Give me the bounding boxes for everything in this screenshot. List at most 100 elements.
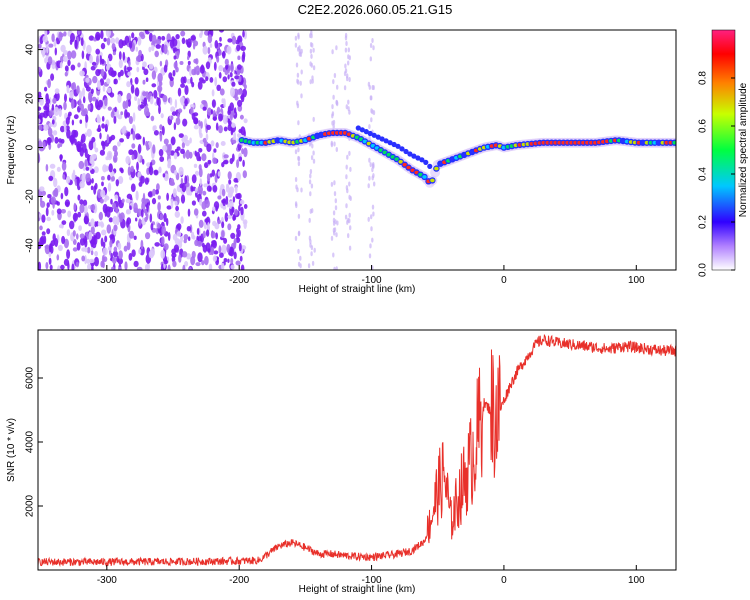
noise-cell — [335, 232, 338, 238]
noise-cell — [79, 180, 85, 189]
noise-cell — [66, 84, 70, 94]
noise-cell — [126, 240, 131, 251]
noise-cell — [294, 235, 298, 241]
noise-cell — [62, 174, 66, 180]
noise-cell — [39, 225, 43, 231]
noise-cell — [187, 55, 190, 61]
noise-cell — [222, 204, 227, 210]
noise-cell — [63, 124, 67, 133]
noise-cell — [100, 58, 105, 65]
noise-cell — [90, 226, 95, 235]
noise-cell — [45, 207, 49, 217]
noise-cell — [137, 135, 142, 140]
noise-cell — [115, 206, 119, 214]
noise-cell — [57, 265, 61, 270]
noise-cell — [180, 83, 186, 88]
noise-cell — [170, 106, 176, 113]
noise-cell — [208, 263, 213, 270]
noise-cell — [229, 246, 235, 257]
noise-cell — [161, 35, 166, 41]
noise-cell — [309, 79, 312, 85]
noise-cell — [309, 191, 312, 197]
noise-cell — [163, 44, 168, 55]
noise-cell — [127, 166, 131, 176]
noise-cell — [109, 239, 113, 248]
y-tick-label: 0 — [25, 144, 36, 150]
spectrogram-frame — [37, 29, 677, 271]
noise-cell — [158, 166, 162, 174]
noise-cell — [231, 122, 236, 128]
noise-cell — [150, 223, 154, 231]
noise-cell — [138, 49, 143, 57]
noise-cell — [201, 79, 206, 84]
noise-cell — [190, 76, 193, 84]
noise-cell — [97, 221, 101, 227]
noise-cell — [331, 111, 335, 117]
noise-cell — [367, 216, 370, 222]
noise-cell — [126, 112, 131, 118]
noise-cell — [86, 44, 92, 55]
noise-cell — [42, 35, 48, 43]
noise-cell — [73, 114, 79, 120]
noise-cell — [220, 141, 226, 146]
noise-cell — [131, 249, 136, 257]
noise-cell — [185, 149, 190, 160]
noise-cell — [79, 233, 85, 239]
noise-cell — [98, 211, 103, 221]
noise-cell — [39, 112, 45, 118]
noise-cell — [135, 46, 138, 52]
noise-cell — [184, 85, 189, 96]
signal-branch-cell — [423, 159, 429, 165]
noise-cell — [56, 254, 60, 261]
noise-cell — [95, 221, 99, 227]
noise-cell — [153, 130, 159, 136]
colorbar-ticks: 0.0 0.2 0.4 0.6 0.8 — [698, 71, 735, 277]
noise-cell — [106, 209, 111, 218]
noise-cell — [219, 30, 224, 33]
noise-cell — [345, 174, 348, 180]
noise-cell — [57, 143, 61, 149]
noise-cell — [85, 172, 91, 182]
noise-cell — [59, 32, 64, 38]
signal-branch-cell — [375, 134, 381, 140]
noise-cell — [216, 84, 221, 92]
noise-cell — [169, 97, 173, 106]
noise-cell — [309, 239, 312, 244]
noise-cell — [101, 181, 104, 187]
noise-cell — [228, 187, 233, 197]
noise-cell — [77, 194, 81, 201]
noise-cell — [61, 220, 67, 226]
noise-cell — [205, 229, 210, 237]
noise-cell — [195, 262, 201, 267]
noise-cell — [135, 217, 138, 222]
noise-cell — [106, 78, 111, 85]
noise-cell — [173, 122, 177, 131]
noise-cell — [214, 40, 219, 49]
noise-cell — [243, 118, 248, 124]
noise-cell — [295, 184, 298, 190]
noise-cell — [78, 98, 82, 108]
noise-cell — [241, 53, 245, 63]
x-tick-label: -100 — [362, 575, 382, 586]
noise-cell — [145, 143, 150, 151]
noise-cell — [297, 147, 300, 153]
noise-cell — [53, 39, 57, 47]
noise-cell — [51, 103, 55, 111]
signal-branch-cell — [407, 151, 413, 157]
noise-cell — [347, 233, 350, 239]
noise-cell — [189, 137, 192, 144]
noise-cell — [136, 266, 143, 270]
noise-cell — [40, 190, 47, 196]
noise-cell — [184, 98, 188, 107]
noise-cell — [105, 156, 109, 161]
noise-cell — [136, 161, 139, 172]
noise-cell — [240, 93, 245, 103]
noise-cell — [95, 31, 101, 41]
noise-cell — [112, 202, 116, 210]
noise-cell — [198, 148, 203, 153]
noise-cell — [117, 257, 124, 265]
noise-cell — [209, 77, 214, 83]
noise-cell — [332, 79, 335, 85]
noise-cell — [148, 250, 154, 259]
noise-cell — [189, 67, 192, 77]
